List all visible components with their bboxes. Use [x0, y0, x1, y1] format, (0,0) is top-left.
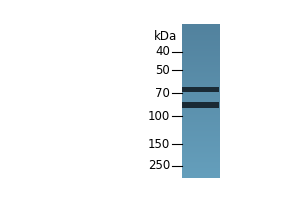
Bar: [182, 24, 219, 178]
Text: 40: 40: [155, 45, 170, 58]
Text: 100: 100: [148, 110, 170, 123]
Text: 70: 70: [155, 87, 170, 100]
Text: 250: 250: [148, 159, 170, 172]
Text: 150: 150: [148, 138, 170, 151]
Bar: [182, 87, 219, 92]
Text: 50: 50: [155, 64, 170, 77]
Text: kDa: kDa: [154, 30, 177, 43]
Bar: [182, 102, 219, 108]
